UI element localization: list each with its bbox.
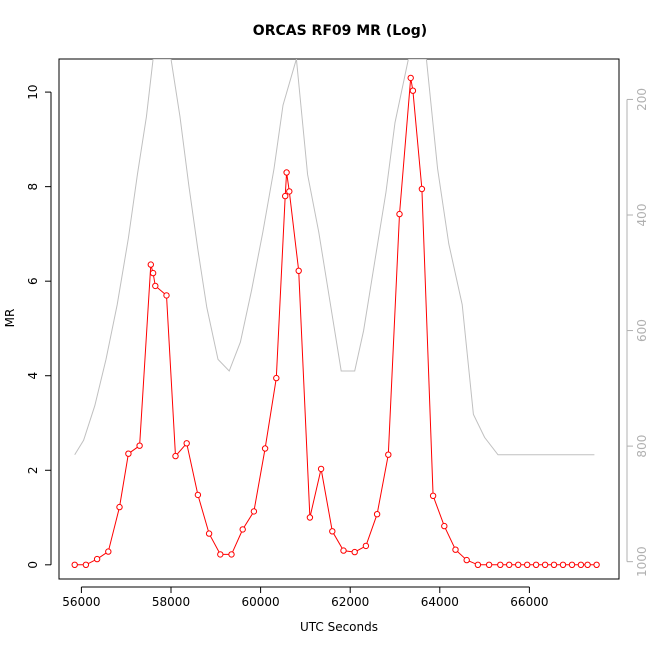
mr-point	[295, 267, 302, 274]
mr-point	[385, 451, 392, 458]
mr-point	[93, 555, 101, 563]
mr-point	[116, 503, 123, 511]
mr-point	[194, 491, 202, 499]
mr-point	[474, 561, 482, 568]
y-tick-left-label: 10	[26, 84, 40, 99]
y-tick-right-label: 800	[635, 435, 649, 458]
mr-point	[340, 547, 347, 554]
y-tick-left-label: 4	[26, 372, 40, 380]
mr-point	[452, 546, 459, 553]
plot-area	[71, 59, 600, 568]
mr-point	[136, 442, 143, 449]
mr-point	[239, 526, 246, 533]
mr-point	[82, 561, 90, 568]
mr-point	[261, 445, 269, 452]
mr-point	[217, 551, 224, 558]
mr-point	[250, 508, 258, 515]
mr-point	[532, 561, 540, 568]
y-tick-left-label: 6	[26, 277, 40, 285]
mr-point	[286, 188, 293, 195]
mr-point	[485, 561, 493, 568]
mr-point	[283, 169, 290, 176]
mr-point	[407, 74, 414, 82]
mr-point	[228, 551, 235, 558]
chart-title: ORCAS RF09 MR (Log)	[253, 23, 427, 39]
y-tick-left-label: 8	[26, 183, 40, 191]
x-tick-label: 56000	[62, 595, 100, 609]
mr-point	[396, 210, 403, 218]
mr-point	[306, 514, 314, 521]
mr-point	[147, 261, 155, 268]
y-tick-right-label: 200	[635, 88, 649, 111]
mr-point	[593, 561, 600, 568]
y-tick-left-label: 0	[26, 561, 40, 569]
mr-point	[515, 561, 522, 568]
mr-point	[568, 561, 576, 568]
plot-box	[58, 58, 620, 580]
mr-point	[149, 269, 157, 277]
mr-point	[125, 450, 132, 457]
mr-point	[152, 282, 159, 290]
y-tick-right-label: 1000	[635, 546, 649, 577]
mr-point	[559, 561, 567, 568]
mr-point	[497, 561, 504, 568]
y-axis-right: 200 400 600 800 1000	[626, 88, 649, 577]
mr-point	[418, 185, 426, 193]
mr-point	[441, 522, 448, 530]
mr-point	[183, 440, 190, 447]
x-tick-label: 66000	[510, 595, 548, 609]
mr-point	[282, 192, 289, 200]
mr-point	[506, 561, 513, 568]
x-tick-label: 60000	[242, 595, 280, 609]
mr-point	[329, 528, 336, 535]
mr-point	[172, 452, 179, 460]
mr-point	[550, 561, 558, 568]
mr-point	[524, 561, 531, 568]
mr-point	[317, 465, 325, 473]
y-tick-right-label: 400	[635, 204, 649, 227]
mr-point	[351, 548, 358, 556]
mr-point	[71, 561, 78, 568]
mr-point	[163, 292, 170, 299]
mr-point	[463, 556, 470, 564]
y-axis-label: MR	[3, 309, 17, 328]
mr-point	[584, 561, 591, 568]
y-tick-right-label: 600	[635, 319, 649, 342]
mr-point	[577, 561, 585, 568]
mr-line	[74, 77, 597, 566]
x-tick-label: 64000	[421, 595, 459, 609]
mr-point	[205, 530, 213, 537]
mr-point	[105, 548, 112, 555]
altitude-line	[74, 59, 595, 456]
mr-point	[429, 492, 437, 499]
x-tick-label: 62000	[331, 595, 369, 609]
mr-point	[373, 511, 381, 518]
mr-point	[362, 542, 370, 550]
x-tick-label: 58000	[152, 595, 190, 609]
mr-point	[273, 374, 280, 382]
mr-point	[541, 561, 549, 568]
y-tick-left-label: 2	[26, 466, 40, 474]
x-axis: 56000 58000 60000 62000 64000 66000	[62, 586, 548, 609]
x-axis-label: UTC Seconds	[300, 620, 378, 634]
mr-point	[409, 87, 417, 94]
y-axis-left: 0 2 4 6 8 10	[26, 84, 52, 569]
